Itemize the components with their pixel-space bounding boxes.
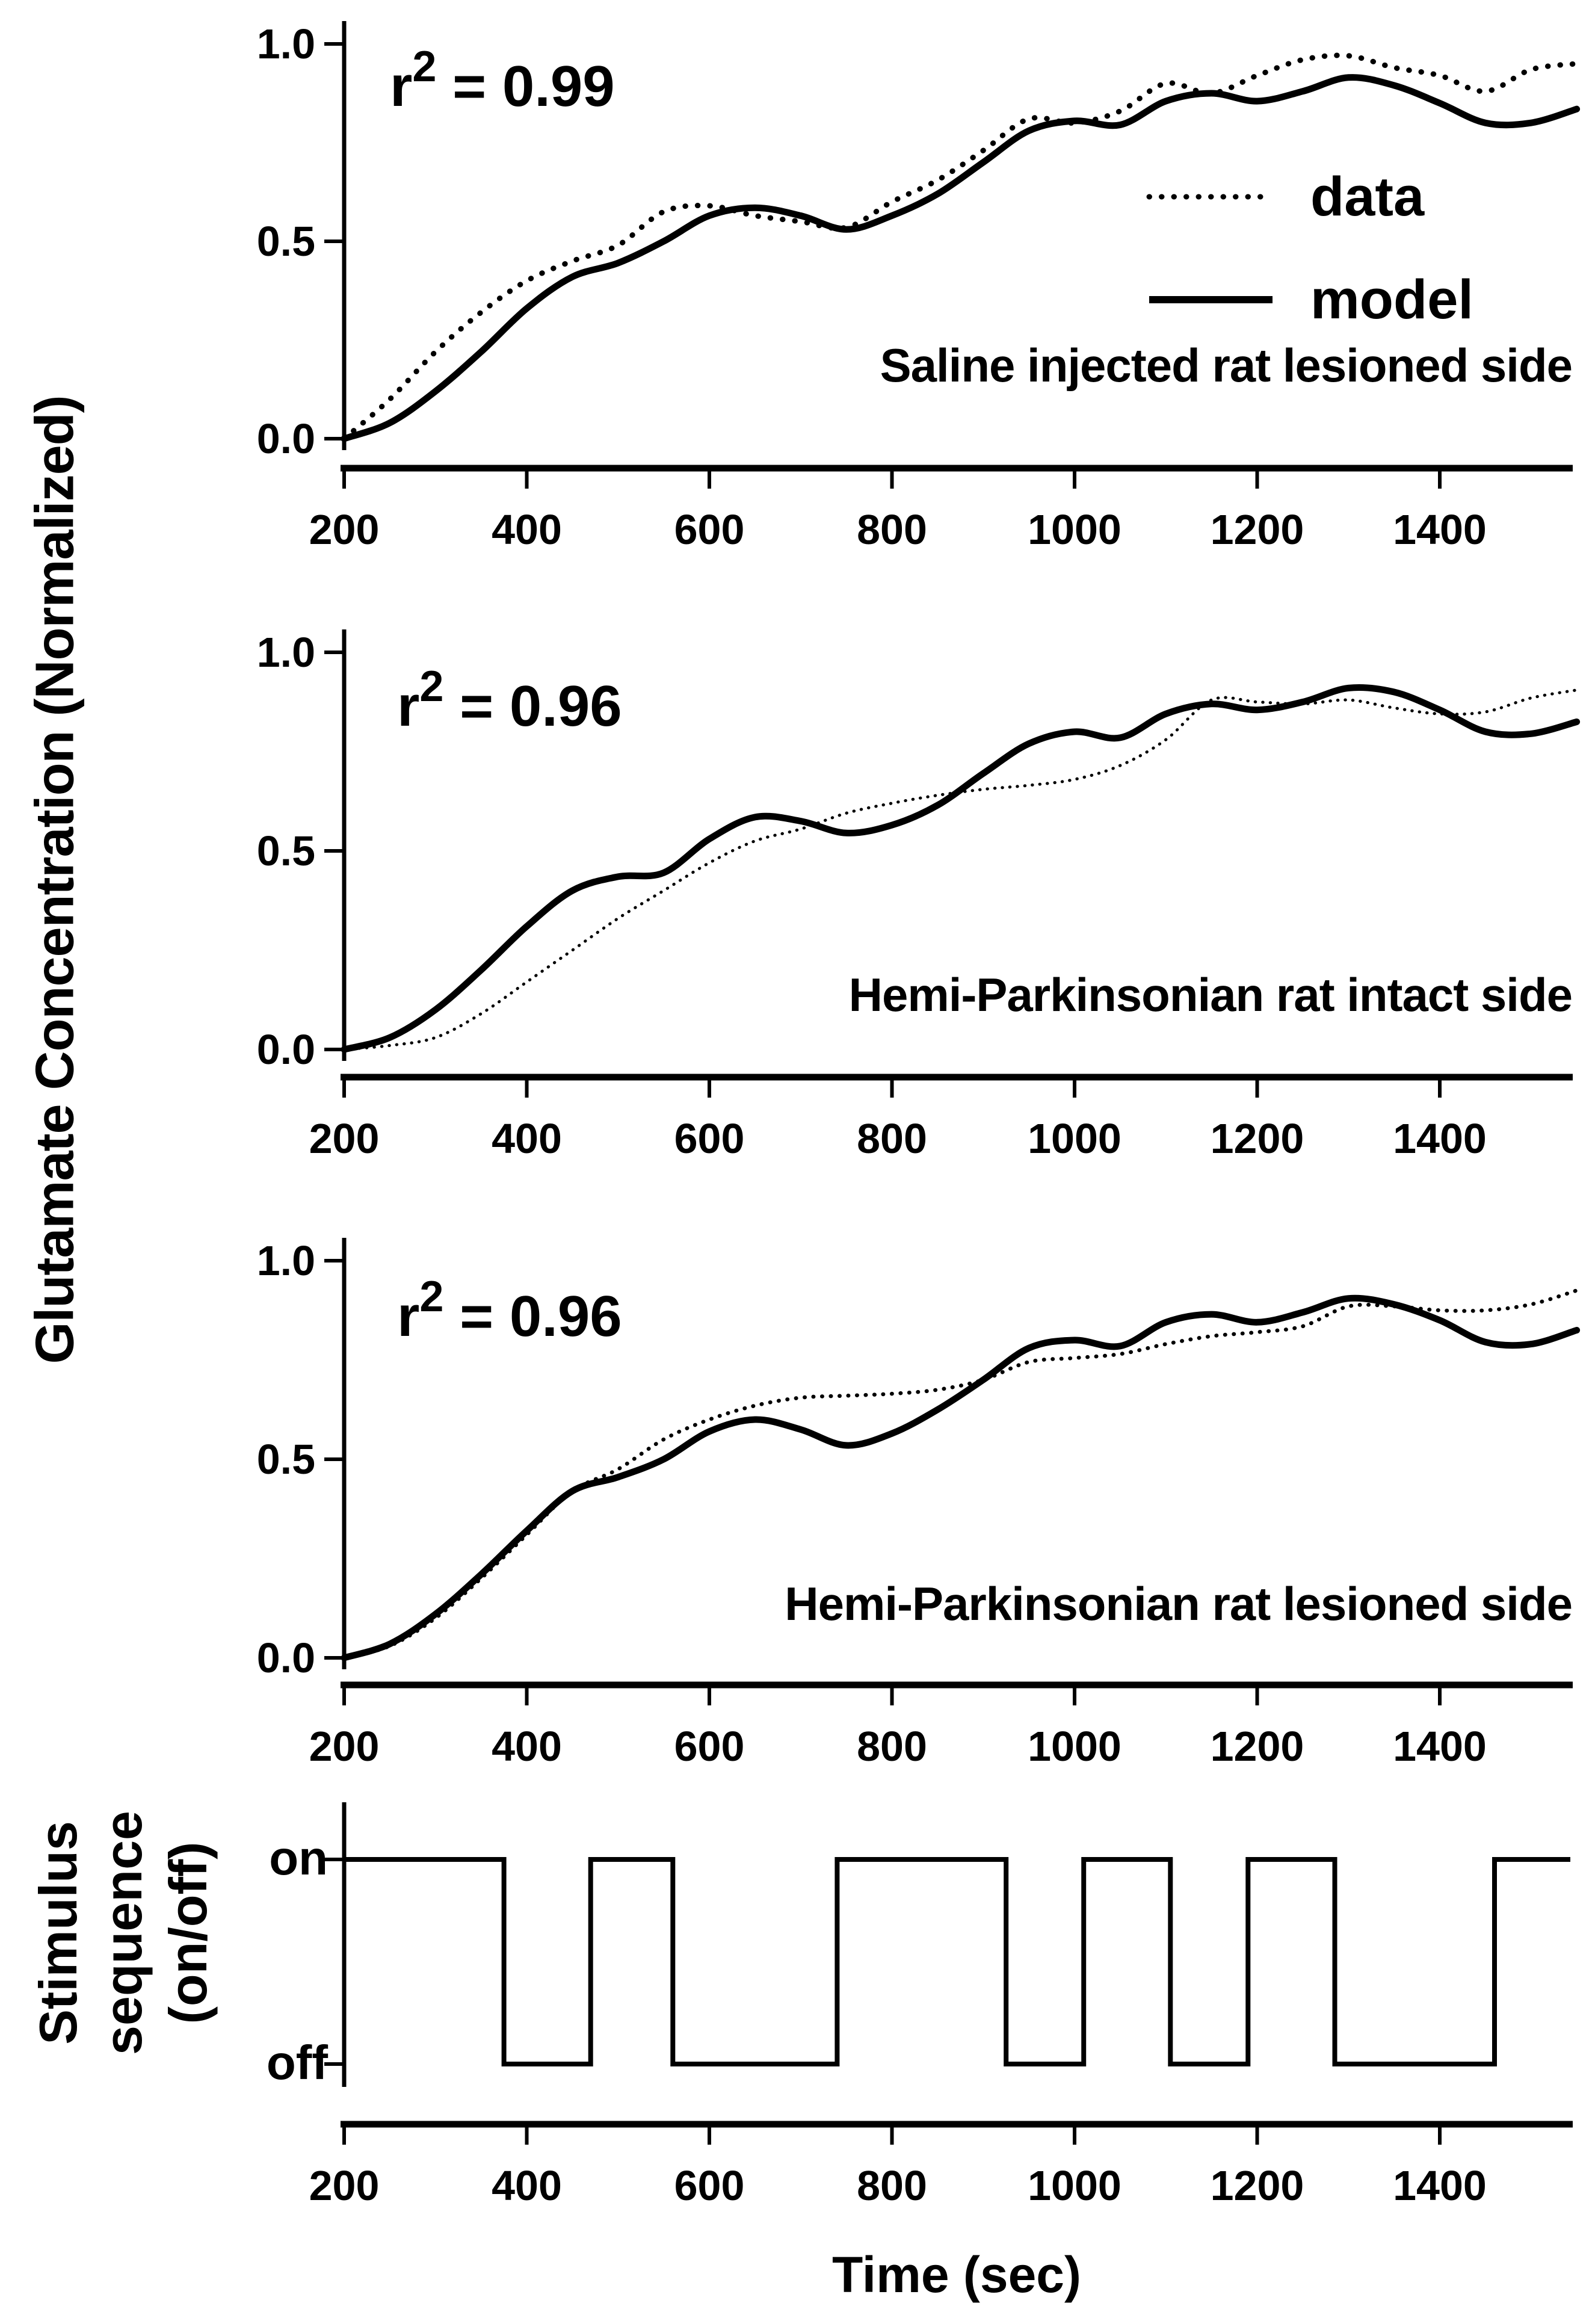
panel3-x-tick-label-800: 800 bbox=[857, 1723, 927, 1770]
panel1-data-curve bbox=[341, 52, 1580, 442]
panel1-r2-exponent: 2 bbox=[412, 43, 437, 91]
panel1-x-tick-label-1400: 1400 bbox=[1393, 506, 1487, 553]
panel3-x-tick-label-400: 400 bbox=[492, 1723, 562, 1770]
panel3-r2-annotation: r2 = 0.96 bbox=[397, 1273, 622, 1350]
panel1-x-tick-label-200: 200 bbox=[309, 506, 380, 553]
panel4-stimulus-wave bbox=[344, 1857, 1570, 2066]
panel3-x-tick-label-200: 200 bbox=[309, 1723, 380, 1770]
legend-row-data: data bbox=[1146, 164, 1424, 230]
panel2-y-tick-label-0.5: 0.5 bbox=[257, 827, 315, 874]
legend-model-label: model bbox=[1310, 269, 1473, 330]
panel1-y-tick-label-0.0: 0.0 bbox=[257, 415, 315, 462]
panel2-r2-base: r bbox=[397, 674, 420, 738]
legend-row-model: model bbox=[1146, 267, 1473, 333]
panel4-x-tick-label-1400: 1400 bbox=[1393, 2162, 1487, 2209]
panel2-x-tick-label-200: 200 bbox=[309, 1115, 380, 1162]
panel3-r2-value: = 0.96 bbox=[443, 1284, 622, 1349]
panel3-x-tick-label-1400: 1400 bbox=[1393, 1723, 1487, 1770]
panel3-y-tick-label-1.0: 1.0 bbox=[257, 1237, 315, 1284]
panel2-x-tick-label-600: 600 bbox=[674, 1115, 745, 1162]
panel3-data-curve bbox=[342, 1288, 1579, 1660]
panel2-y-tick-label-1.0: 1.0 bbox=[257, 629, 315, 676]
y-axis-label-stimulus: Stimulus sequence (on/off) bbox=[26, 1811, 221, 2055]
y-axis-label-glutamate-text: Glutamate Concentration (Normalized) bbox=[25, 395, 85, 1364]
legend-model-solid-line-icon bbox=[1149, 296, 1273, 303]
panel3-x-tick-label-1000: 1000 bbox=[1028, 1723, 1121, 1770]
panel3-x-tick-label-1200: 1200 bbox=[1211, 1723, 1304, 1770]
panel2-x-tick-label-400: 400 bbox=[492, 1115, 562, 1162]
panel2-r2-value: = 0.96 bbox=[443, 674, 622, 738]
panel1-x-tick-label-400: 400 bbox=[492, 506, 562, 553]
panel4-x-tick-label-1000: 1000 bbox=[1028, 2162, 1121, 2209]
panel2-x-tick-label-800: 800 bbox=[857, 1115, 927, 1162]
y-axis-label-glutamate: Glutamate Concentration (Normalized) bbox=[25, 395, 87, 1364]
panel3-model-curve bbox=[341, 1294, 1581, 1661]
panel4-x-tick-label-600: 600 bbox=[674, 2162, 745, 2209]
panel4-x-tick-label-200: 200 bbox=[309, 2162, 380, 2209]
stimulus-on-label: on bbox=[269, 1831, 328, 1885]
panel3-r2-exponent: 2 bbox=[419, 1273, 444, 1321]
y-axis-label-stimulus-line2: sequence bbox=[93, 1811, 153, 2055]
panel2-x-tick-label-1200: 1200 bbox=[1211, 1115, 1304, 1162]
x-axis-label-time: Time (sec) bbox=[832, 2246, 1081, 2303]
panel1-y-tick-label-1.0: 1.0 bbox=[257, 20, 315, 67]
panel1-x-tick-label-800: 800 bbox=[857, 506, 927, 553]
panel1-x-tick-label-600: 600 bbox=[674, 506, 745, 553]
panel4-x-tick-label-1200: 1200 bbox=[1211, 2162, 1304, 2209]
panel2-y-tick-label-0.0: 0.0 bbox=[257, 1026, 315, 1073]
stimulus-off-label: off bbox=[266, 2036, 328, 2089]
panel2-title: Hemi-Parkinsonian rat intact side bbox=[848, 968, 1573, 1021]
panel1-r2-base: r bbox=[390, 54, 413, 119]
panel2-r2-annotation: r2 = 0.96 bbox=[397, 663, 622, 740]
panel4-x-tick-label-400: 400 bbox=[492, 2162, 562, 2209]
panel1-title: Saline injected rat lesioned side bbox=[880, 339, 1573, 392]
panel1-r2-value: = 0.99 bbox=[436, 54, 615, 119]
panel1-r2-annotation: r2 = 0.99 bbox=[390, 43, 615, 120]
panel3-title: Hemi-Parkinsonian rat lesioned side bbox=[785, 1577, 1573, 1630]
y-axis-label-stimulus-line3: (on/off) bbox=[158, 1841, 218, 2024]
panel2-x-tick-label-1000: 1000 bbox=[1028, 1115, 1121, 1162]
y-axis-label-stimulus-line1: Stimulus bbox=[28, 1821, 88, 2045]
panel1-x-tick-label-1000: 1000 bbox=[1028, 506, 1121, 553]
legend-data-label: data bbox=[1310, 166, 1425, 227]
legend-data-dotted-line-icon bbox=[1146, 194, 1276, 200]
panel2-x-tick-label-1400: 1400 bbox=[1393, 1115, 1487, 1162]
panel4-x-tick-label-800: 800 bbox=[857, 2162, 927, 2209]
panel2-r2-exponent: 2 bbox=[419, 663, 444, 711]
panel3-y-tick-label-0.5: 0.5 bbox=[257, 1436, 315, 1483]
panel3-r2-base: r bbox=[397, 1284, 420, 1349]
panel3-y-tick-label-0.0: 0.0 bbox=[257, 1634, 315, 1681]
panel2-model-curve bbox=[341, 684, 1581, 1053]
panel1-model-curve bbox=[341, 74, 1581, 442]
panel1-x-tick-label-1200: 1200 bbox=[1211, 506, 1304, 553]
panel3-x-tick-label-600: 600 bbox=[674, 1723, 745, 1770]
panel1-y-tick-label-0.5: 0.5 bbox=[257, 218, 315, 265]
